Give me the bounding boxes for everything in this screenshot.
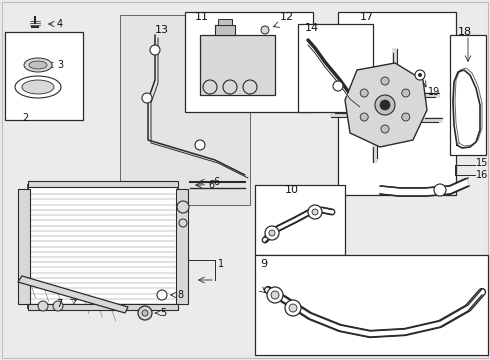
Circle shape — [142, 93, 152, 103]
Text: 16: 16 — [476, 170, 488, 180]
Circle shape — [265, 226, 279, 240]
Text: 14: 14 — [305, 23, 319, 33]
Bar — [298, 24, 373, 112]
Text: 2: 2 — [22, 113, 28, 123]
Circle shape — [360, 89, 368, 97]
Circle shape — [381, 125, 389, 133]
Text: 8: 8 — [177, 290, 183, 300]
Circle shape — [243, 80, 257, 94]
Bar — [28, 185, 178, 308]
Circle shape — [375, 95, 395, 115]
Bar — [18, 189, 30, 304]
Circle shape — [360, 113, 368, 121]
Circle shape — [402, 113, 410, 121]
Circle shape — [285, 300, 301, 316]
Circle shape — [203, 80, 217, 94]
Circle shape — [150, 45, 160, 55]
Ellipse shape — [24, 58, 52, 72]
Text: 12: 12 — [280, 12, 294, 22]
Circle shape — [312, 209, 318, 215]
Circle shape — [179, 219, 187, 227]
Circle shape — [138, 306, 152, 320]
Circle shape — [142, 310, 148, 316]
Text: 13: 13 — [155, 25, 169, 35]
Text: 15: 15 — [476, 158, 489, 168]
Text: 17: 17 — [360, 12, 374, 22]
Bar — [28, 304, 178, 310]
Circle shape — [261, 26, 269, 34]
Circle shape — [269, 230, 275, 236]
Circle shape — [177, 201, 189, 213]
Bar — [185, 12, 313, 112]
Circle shape — [223, 80, 237, 94]
Text: 7: 7 — [56, 299, 62, 309]
Circle shape — [381, 77, 389, 85]
Circle shape — [53, 301, 63, 311]
Circle shape — [289, 304, 297, 312]
Bar — [338, 12, 456, 195]
Circle shape — [308, 205, 322, 219]
Text: 3: 3 — [57, 60, 63, 70]
Bar — [176, 189, 188, 304]
Bar — [200, 35, 275, 95]
Bar — [28, 181, 178, 187]
Text: 9: 9 — [260, 259, 267, 269]
Polygon shape — [18, 276, 128, 313]
Circle shape — [38, 301, 48, 311]
Circle shape — [434, 184, 446, 196]
Ellipse shape — [29, 61, 47, 69]
Text: 18: 18 — [458, 27, 472, 37]
Circle shape — [157, 290, 167, 300]
Text: 1: 1 — [218, 259, 224, 269]
Circle shape — [195, 140, 205, 150]
Bar — [450, 35, 486, 155]
Circle shape — [402, 89, 410, 97]
Text: 10: 10 — [285, 185, 299, 195]
Bar — [215, 25, 235, 35]
Ellipse shape — [22, 80, 54, 94]
Circle shape — [415, 70, 425, 80]
Bar — [218, 19, 232, 25]
Bar — [120, 15, 250, 205]
Text: 6: 6 — [208, 180, 214, 190]
Bar — [255, 185, 345, 255]
Bar — [255, 255, 488, 355]
Text: 19: 19 — [428, 87, 440, 97]
Polygon shape — [345, 63, 427, 147]
Text: 11: 11 — [195, 12, 209, 22]
Circle shape — [267, 287, 283, 303]
Circle shape — [333, 81, 343, 91]
Circle shape — [271, 291, 279, 299]
Text: 5: 5 — [160, 308, 166, 318]
Circle shape — [418, 73, 422, 77]
Circle shape — [380, 100, 390, 110]
Bar — [5, 32, 83, 120]
Text: 4: 4 — [57, 19, 63, 29]
Text: 6: 6 — [213, 177, 219, 187]
